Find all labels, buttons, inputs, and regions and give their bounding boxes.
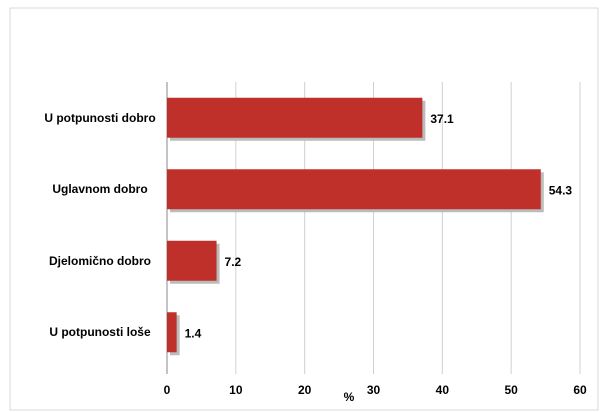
bar <box>167 312 177 353</box>
x-tick-label: 30 <box>367 383 381 397</box>
value-label: 7.2 <box>225 255 242 269</box>
bar <box>167 240 217 281</box>
x-tick-label: 40 <box>436 383 450 397</box>
y-tick-label: Djelomično dobro <box>49 253 151 268</box>
x-tick-label: 10 <box>229 383 243 397</box>
bar <box>167 97 423 138</box>
value-label: 37.1 <box>430 112 454 126</box>
x-tick-label: 60 <box>573 383 587 397</box>
x-tick-label: 50 <box>504 383 518 397</box>
value-label: 54.3 <box>549 183 573 197</box>
y-tick-label: Uglavnom dobro <box>52 182 148 197</box>
x-tick-label: 0 <box>164 383 171 397</box>
y-tick-label: U potpunosti loše <box>49 325 151 340</box>
x-axis-title: % <box>344 390 355 404</box>
x-tick-label: 20 <box>298 383 312 397</box>
y-tick-label: U potpunosti dobro <box>44 110 156 125</box>
bar <box>167 169 541 210</box>
value-label: 1.4 <box>185 326 202 340</box>
